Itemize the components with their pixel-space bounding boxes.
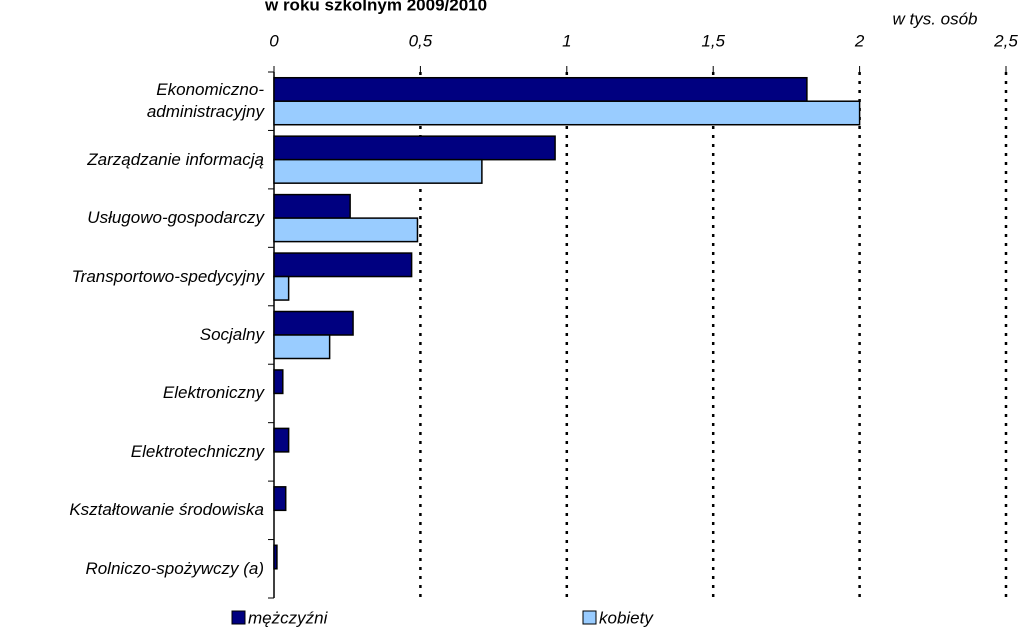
legend-swatch [231, 610, 246, 625]
chart-title: w roku szkolnym 2009/2010 [264, 0, 487, 14]
y-tick-label: Transportowo-spedycyjny [71, 266, 264, 286]
y-tick-label: Elektroniczny [162, 383, 264, 403]
bar [273, 544, 278, 570]
x-tick-label: 2,5 [993, 31, 1018, 50]
bar [273, 310, 354, 336]
bar [273, 252, 413, 278]
x-tick-label: 0 [269, 31, 279, 50]
x-tick-label: 0,5 [409, 31, 433, 50]
bar [273, 486, 287, 512]
y-tick-label: Elektrotechniczny [130, 441, 264, 461]
x-tick-label: 1 [562, 31, 571, 50]
y-tick-label: Ekonomiczno- administracyjny [146, 80, 264, 122]
x-tick-label: 2 [854, 31, 865, 50]
bar [273, 193, 351, 219]
bar [273, 427, 290, 453]
y-tick-label: Kształtowanie środowiska [69, 500, 264, 520]
bar [273, 275, 290, 301]
y-tick-label: Socjalny [199, 325, 264, 344]
bar [273, 158, 483, 184]
bar [273, 334, 331, 360]
y-tick-label: Usługowo-gospodarczy [87, 208, 264, 228]
bar [273, 369, 284, 395]
bar [273, 100, 861, 126]
legend-swatch [582, 610, 597, 625]
unit-label: w tys. osób [892, 9, 977, 28]
y-tick-label: Rolniczo-spożywczy (a) [85, 558, 264, 578]
legend-label: kobiety [599, 608, 654, 627]
legend-label: mężczyźni [248, 608, 329, 627]
y-tick-label: Zarządzanie informacją [87, 149, 264, 169]
bar [273, 217, 419, 243]
bar [273, 76, 808, 102]
x-tick-label: 1,5 [701, 31, 725, 50]
bar [273, 135, 556, 161]
